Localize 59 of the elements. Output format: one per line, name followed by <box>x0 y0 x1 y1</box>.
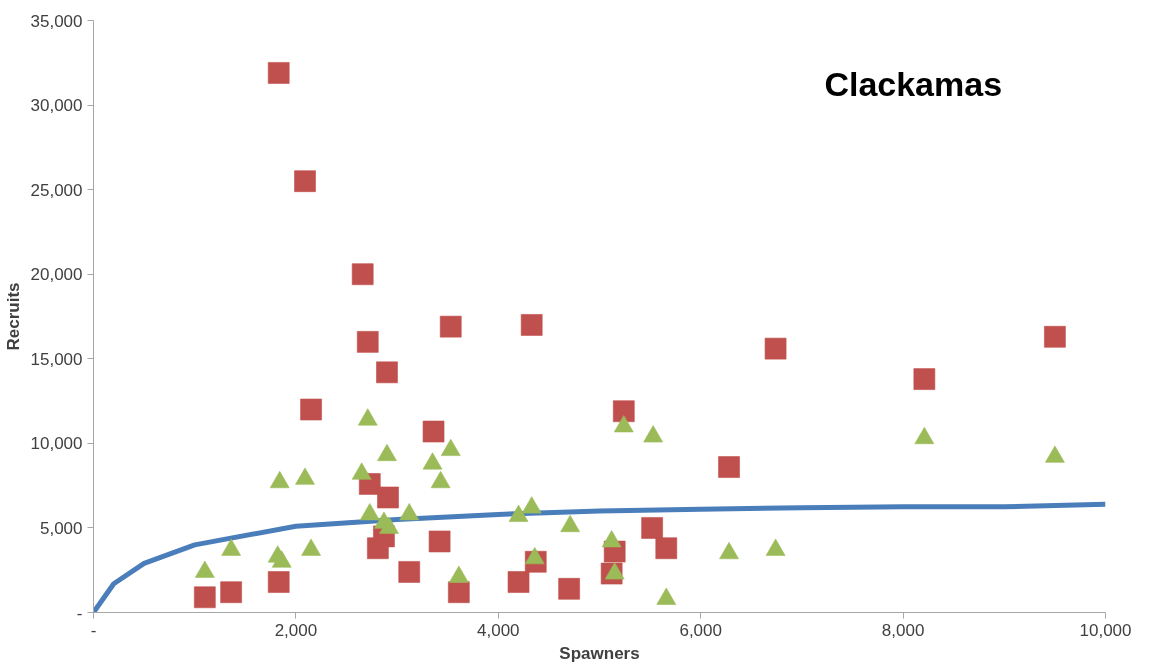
x-tick-label: 6,000 <box>679 620 722 640</box>
point <box>356 330 379 353</box>
point <box>524 546 545 565</box>
point <box>422 420 445 443</box>
x-tick-label: - <box>90 620 97 640</box>
point <box>612 400 635 423</box>
point <box>301 538 322 556</box>
point <box>440 438 461 457</box>
point <box>914 426 935 445</box>
point <box>351 462 372 480</box>
y-tick-label: 15,000 <box>30 349 83 369</box>
point <box>375 361 398 384</box>
y-tick-label: 35,000 <box>30 11 83 31</box>
point <box>351 263 374 286</box>
point <box>601 529 622 548</box>
point <box>719 541 740 560</box>
point <box>399 502 420 521</box>
point <box>294 170 317 193</box>
text: Clackamas <box>824 65 1003 104</box>
x-tick-label: 4,000 <box>477 620 520 640</box>
y-tick-label: - <box>76 603 83 623</box>
point <box>765 538 786 556</box>
point <box>379 516 399 534</box>
y-tick-label: 30,000 <box>30 96 83 116</box>
point <box>656 587 677 605</box>
point <box>613 414 634 433</box>
point <box>422 452 443 470</box>
y-tick-label: 20,000 <box>30 265 83 285</box>
y-tick-label: 5,000 <box>39 518 83 538</box>
point <box>221 538 242 556</box>
y-axis-title: Recruits <box>3 282 23 351</box>
point <box>448 565 469 583</box>
point <box>508 504 529 523</box>
x-axis-title: Spawners <box>559 643 640 663</box>
point <box>357 408 378 426</box>
y-tick-label: 10,000 <box>30 434 83 454</box>
point <box>300 398 323 421</box>
point <box>1043 325 1066 348</box>
point <box>267 61 290 84</box>
point <box>271 550 292 568</box>
point <box>359 502 380 521</box>
y-tick-label: 25,000 <box>30 180 83 200</box>
x-tick-label: 8,000 <box>881 620 925 640</box>
point <box>604 562 625 580</box>
point <box>430 470 451 489</box>
point <box>376 443 397 462</box>
point <box>521 496 542 514</box>
point <box>269 470 290 489</box>
point <box>1044 445 1065 463</box>
x-tick-label: 10,000 <box>1079 620 1132 640</box>
point <box>560 514 581 533</box>
point <box>295 467 316 485</box>
point <box>194 560 215 578</box>
point <box>520 313 543 336</box>
point <box>643 425 664 443</box>
point <box>913 368 936 391</box>
x-tick-label: 2,000 <box>274 620 318 640</box>
point <box>764 337 787 360</box>
point <box>439 315 462 338</box>
